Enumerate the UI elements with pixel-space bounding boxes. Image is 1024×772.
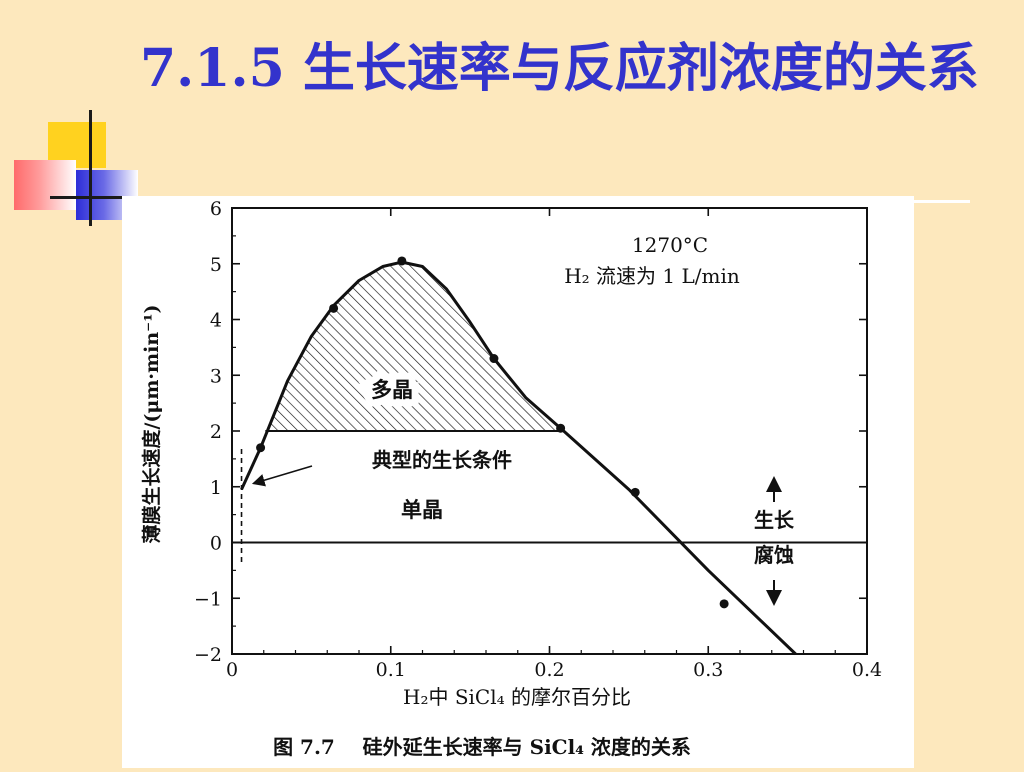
y-tick-label: 0 bbox=[210, 533, 222, 555]
data-point bbox=[329, 303, 339, 313]
polycrystal-hatched-region bbox=[267, 262, 564, 431]
x-tick-label: 0.2 bbox=[534, 659, 564, 681]
growth-rate-curve bbox=[240, 260, 797, 656]
y-tick-label: 2 bbox=[210, 421, 222, 443]
x-tick-label: 0.4 bbox=[852, 659, 882, 681]
growth-rate-chart: 0 0.1 0.2 0.3 0.4 −2 −1 0 1 2 3 4 5 6 薄膜生长速度/(μm·min⁻… bbox=[140, 198, 882, 759]
decoration-horizontal-line bbox=[50, 196, 136, 199]
decoration-red-square bbox=[14, 160, 76, 210]
polycrystal-label: 多晶 bbox=[371, 377, 413, 402]
x-axis-label: H₂中 SiCl₄ 的摩尔百分比 bbox=[403, 685, 631, 709]
decoration-vertical-line bbox=[89, 110, 92, 226]
typical-condition-label: 典型的生长条件 bbox=[372, 448, 512, 472]
growth-label: 生长 bbox=[754, 508, 795, 532]
data-point bbox=[397, 256, 407, 266]
y-tick-label: 5 bbox=[210, 254, 222, 276]
data-point bbox=[630, 487, 640, 497]
figure-caption: 图 7.7 硅外延生长速率与 SiCl₄ 浓度的关系 bbox=[273, 735, 691, 759]
flow-annotation: H₂ 流速为 1 L/min bbox=[564, 264, 740, 288]
temperature-annotation: 1270°C bbox=[632, 233, 708, 257]
x-tick-label: 0.1 bbox=[376, 659, 406, 681]
data-point bbox=[489, 354, 499, 364]
typical-condition-arrow bbox=[251, 465, 313, 487]
y-tick-label: −2 bbox=[194, 644, 222, 666]
y-axis-label: 薄膜生长速度/(μm·min⁻¹) bbox=[140, 304, 163, 543]
data-point bbox=[556, 423, 566, 433]
y-tick-label: 3 bbox=[210, 365, 222, 387]
single-crystal-label: 单晶 bbox=[401, 497, 443, 522]
y-tick-label: −1 bbox=[194, 588, 222, 610]
y-tick-label: 1 bbox=[210, 477, 222, 499]
x-tick-label: 0.3 bbox=[693, 659, 723, 681]
y-tick-label: 4 bbox=[210, 310, 222, 332]
data-point bbox=[256, 443, 266, 453]
y-tick-label: 6 bbox=[210, 198, 222, 220]
figure-panel: 0 0.1 0.2 0.3 0.4 −2 −1 0 1 2 3 4 5 6 薄膜生长速度/(μm·min⁻… bbox=[122, 196, 914, 768]
data-point bbox=[719, 599, 729, 609]
slide-title: 7.1.5 生长速率与反应剂浓度的关系 bbox=[140, 38, 979, 99]
etch-label: 腐蚀 bbox=[754, 543, 794, 567]
x-tick-label: 0 bbox=[226, 659, 238, 681]
